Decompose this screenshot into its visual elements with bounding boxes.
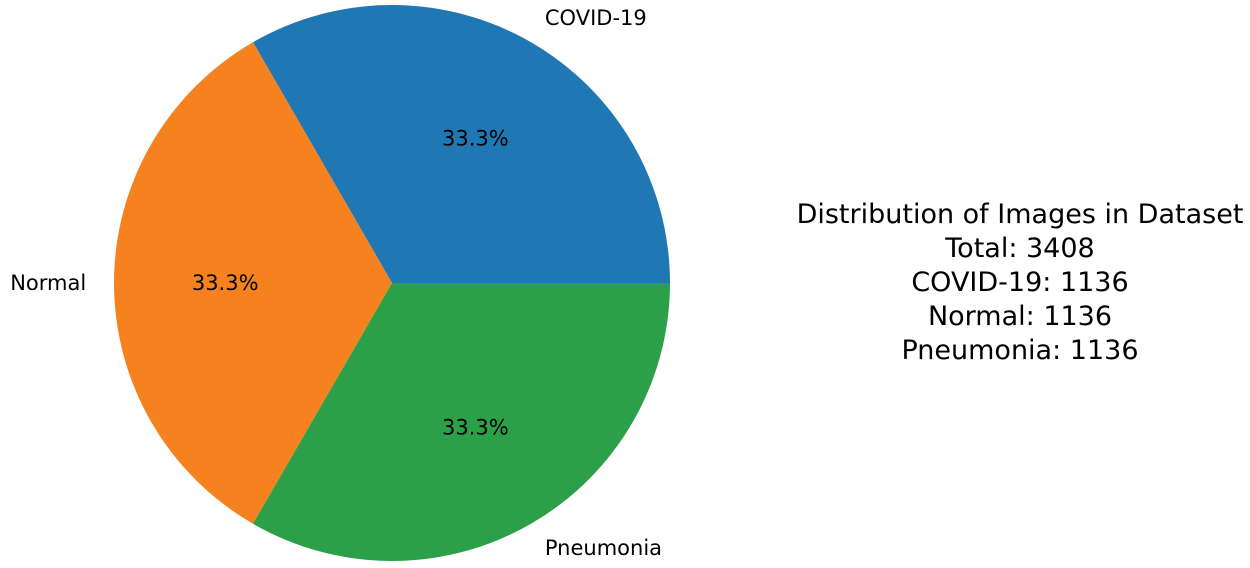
pie-category-label-normal: Normal [10,271,86,295]
summary-pneumonia: Pneumonia: 1136 [901,335,1139,366]
pie-percent-label-pneumonia: 33.3% [442,415,509,439]
pie-slice-pneumonia [253,283,670,561]
summary-total: Total: 3408 [945,233,1095,264]
summary-normal: Normal: 1136 [927,301,1113,332]
pie-category-label-pneumonia: Pneumonia [545,536,662,560]
pie-category-label-covid-19: COVID-19 [545,6,647,30]
pie-percent-label-covid-19: 33.3% [442,127,509,151]
dataset-summary: Distribution of Images in Dataset Total:… [760,198,1250,368]
pie-percent-label-normal: 33.3% [192,271,259,295]
summary-covid: COVID-19: 1136 [911,267,1129,298]
pie-slice-covid-19 [253,5,670,283]
summary-title: Distribution of Images in Dataset [796,199,1244,230]
